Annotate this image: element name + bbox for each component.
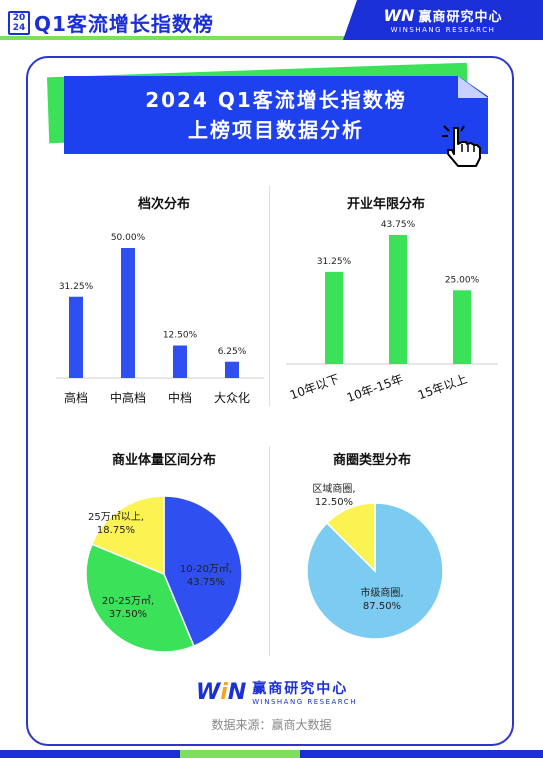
data-source: 数据来源：赢商大数据 (211, 718, 332, 732)
tick-label: 大众化 (214, 391, 250, 405)
tick-label: 10年以下 (288, 372, 341, 403)
data-label: 12.50% (163, 331, 198, 341)
slice-value: 37.50% (109, 609, 147, 620)
age-bar-chart: 31.25% 10年以下 43.75% 10年-15年 25.00% 15年以上 (286, 220, 498, 405)
top-bar: 20 24 Q1客流增长指数榜 WN 赢商研究中心 WINSHANG RESEA… (0, 0, 543, 44)
bar (325, 271, 343, 364)
slice-value: 12.50% (315, 497, 353, 508)
bar (389, 235, 407, 364)
slice-label: 区域商圈, (312, 482, 355, 495)
pie-slice (85, 543, 195, 653)
winshang-logo: WN 赢商研究中心 WINSHANG RESEARCH (343, 0, 543, 40)
winshang-logo-icon: WN (383, 6, 415, 25)
bar (173, 345, 187, 378)
tick-label: 高档 (64, 390, 88, 405)
slice-value: 43.75% (187, 577, 225, 588)
slice-label: 市级商圈, (360, 586, 403, 599)
slice-label: 20-25万㎡, (102, 595, 154, 607)
banner: 2024 Q1客流增长指数榜 上榜项目数据分析 (64, 76, 488, 154)
district-chart-title: 商圈类型分布 (332, 453, 411, 468)
winshang-footer-icon: WiN (196, 679, 247, 705)
logo-en: WINSHANG RESEARCH (390, 26, 496, 34)
year-bottom: 24 (12, 22, 26, 33)
report-brand: 20 24 Q1客流增长指数榜 (8, 8, 214, 37)
bar (225, 361, 239, 378)
tick-label: 中高档 (110, 390, 146, 405)
slice-label: 25万㎡以上, (88, 511, 144, 523)
data-label: 50.00% (111, 233, 146, 243)
footer-logo: WiN 赢商研究中心 WINSHANG RESEARCH (196, 678, 357, 707)
grade-bar-chart: 31.25% 高档 50.00% 中高档 12.50% 中档 6.25% 大众化 (56, 233, 264, 405)
slice-label: 10-20万㎡, (180, 563, 232, 575)
bar (121, 248, 135, 378)
footer-logo-en: WINSHANG RESEARCH (252, 698, 357, 706)
pointer-hand-icon (442, 125, 481, 167)
footer-logo-cn: 赢商研究中心 (252, 681, 349, 697)
data-label: 43.75% (381, 220, 416, 230)
year-top: 20 (12, 12, 26, 23)
data-label: 25.00% (445, 275, 480, 285)
data-label: 31.25% (317, 257, 352, 267)
tick-label: 10年-15年 (345, 372, 405, 405)
age-chart-title: 开业年限分布 (346, 197, 425, 212)
divider-top (269, 186, 270, 406)
bottom-color-bar (0, 750, 543, 758)
tick-label: 中档 (168, 390, 192, 405)
pie-slice (90, 495, 165, 576)
size-pie-chart: 10-20万㎡, 43.75% 20-25万㎡, 37.50% 25万㎡以上, 18.75… (85, 495, 243, 653)
pie-slice (325, 502, 376, 573)
district-pie-chart: 市级商圈, 87.50% 区域商圈, 12.50% (306, 482, 444, 640)
content-card (26, 56, 514, 746)
data-label: 31.25% (59, 282, 94, 292)
bar (69, 296, 83, 378)
data-label: 6.25% (218, 347, 247, 357)
divider-bottom (269, 446, 270, 656)
header-stripe (0, 36, 543, 40)
pie-slice (163, 495, 243, 648)
logo-cn: 赢商研究中心 (418, 10, 503, 25)
slice-value: 87.50% (363, 601, 401, 612)
banner-line-2: 上榜项目数据分析 (188, 118, 364, 142)
size-chart-title: 商业体量区间分布 (111, 453, 216, 468)
report-title: Q1客流增长指数榜 (34, 12, 214, 36)
banner-line-1: 2024 Q1客流增长指数榜 (145, 88, 407, 112)
bar (453, 290, 471, 364)
tick-label: 15年以上 (416, 372, 469, 403)
slice-value: 18.75% (97, 525, 135, 536)
pie-slice (306, 502, 444, 640)
year-badge: 20 24 (8, 10, 30, 35)
grade-chart-title: 档次分布 (137, 197, 190, 212)
